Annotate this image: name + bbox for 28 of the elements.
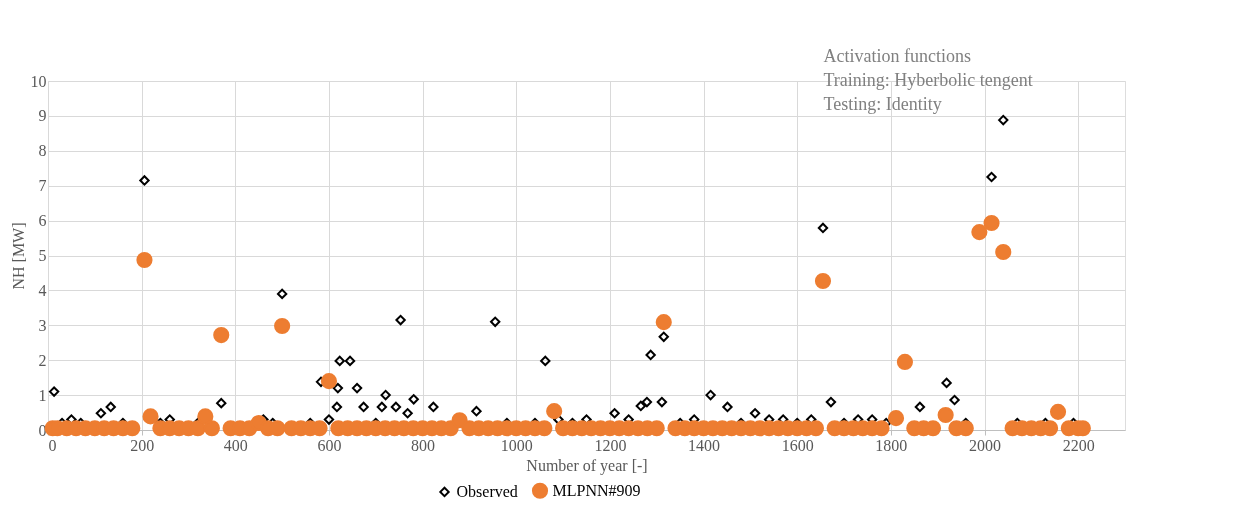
y-tick-label: 10 [30, 72, 47, 90]
x-tick-label: 1800 [875, 436, 908, 454]
x-tick-label: 1000 [500, 436, 533, 454]
y-tick-label: 6 [38, 212, 47, 230]
y-tick-label: 5 [38, 247, 47, 264]
x-tick-label: 1400 [688, 436, 721, 454]
x-axis-title: Number of year [-] [526, 456, 648, 475]
x-tick-label: 1200 [594, 436, 627, 454]
x-tick-label: 400 [223, 436, 248, 454]
x-tick-label: 2200 [1062, 436, 1095, 454]
y-tick-label: 7 [38, 177, 47, 195]
x-tick-label: 600 [317, 436, 342, 454]
x-tick-label: 2000 [969, 436, 1002, 454]
y-tick-label: 2 [38, 351, 47, 369]
x-tick-label: 200 [130, 436, 155, 454]
y-tick-label: 9 [38, 107, 47, 125]
legend-label: MLPNN#909 [552, 481, 641, 499]
annotation: Testing: Identity [823, 94, 942, 114]
legend-label: Observed [456, 482, 518, 500]
y-tick-label: 3 [38, 316, 47, 334]
text: Activation functions [823, 46, 971, 66]
y-tick-label: 8 [38, 142, 47, 160]
annotation: Training: Hyberbolic tengent [823, 70, 1033, 90]
y-axis-title: NH [MW] [9, 222, 27, 290]
y-tick-label: 1 [38, 386, 47, 404]
y-tick-label: 4 [38, 281, 47, 299]
x-tick-label: 1600 [781, 436, 814, 454]
x-tick-label: 800 [411, 436, 436, 454]
